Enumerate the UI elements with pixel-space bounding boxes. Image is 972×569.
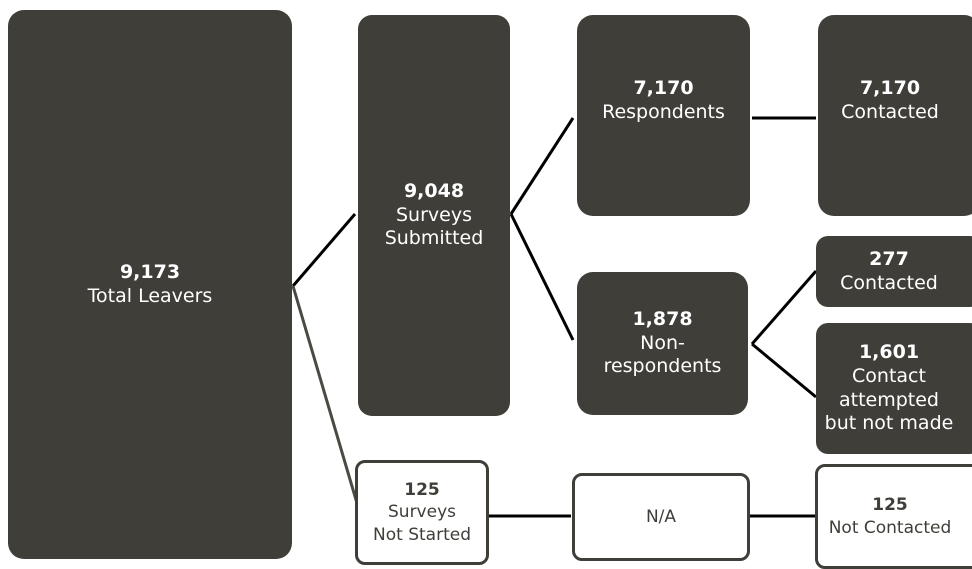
connector-submitted-to-respondents (509, 117, 575, 215)
node-label: Not Contacted (828, 517, 952, 538)
connector-submitted-to-non-respondents (509, 213, 575, 341)
node-value: 9,048 (403, 179, 465, 202)
node-value: 1,878 (632, 307, 693, 330)
node-surveys-not-started: 125 Surveys Not Started (355, 460, 489, 565)
node-non-respondents: 1,878 Non- respondents (577, 272, 748, 415)
node-value: 7,170 (633, 76, 694, 99)
node-label: Contact attempted but not made (824, 364, 954, 435)
node-value: 9,173 (119, 260, 181, 283)
node-not-contacted: 125 Not Contacted (815, 464, 972, 569)
node-label: Surveys Not Started (373, 502, 471, 545)
node-label: Respondents (602, 100, 725, 123)
node-non-resp-contacted: 277 Contacted (816, 236, 972, 307)
node-label: Surveys Submitted (384, 203, 484, 250)
node-value: 125 (872, 495, 908, 516)
node-label: Contacted (840, 271, 938, 294)
node-value: 1,601 (858, 340, 920, 363)
node-label: Contacted (841, 100, 939, 123)
connector-non-respondents-to-attempted (751, 342, 817, 399)
node-value: 7,170 (859, 76, 921, 99)
node-respondents-contacted: 7,170 Contacted (818, 15, 972, 216)
connector-non-respondents-to-contacted (750, 270, 818, 345)
connector-total-to-submitted (291, 213, 357, 287)
connector-total-to-not-started (291, 285, 361, 511)
node-label: Total Leavers (87, 284, 213, 307)
node-value: 277 (869, 247, 909, 270)
node-respondents: 7,170 Respondents (577, 15, 750, 216)
node-label: N/A (645, 506, 677, 527)
node-na: N/A (572, 473, 750, 561)
node-contact-attempted: 1,601 Contact attempted but not made (816, 323, 972, 454)
node-surveys-submitted: 9,048 Surveys Submitted (358, 15, 510, 416)
node-value: 125 (404, 480, 440, 501)
node-label: Non- respondents (603, 331, 722, 378)
node-total-leavers: 9,173 Total Leavers (8, 10, 292, 559)
